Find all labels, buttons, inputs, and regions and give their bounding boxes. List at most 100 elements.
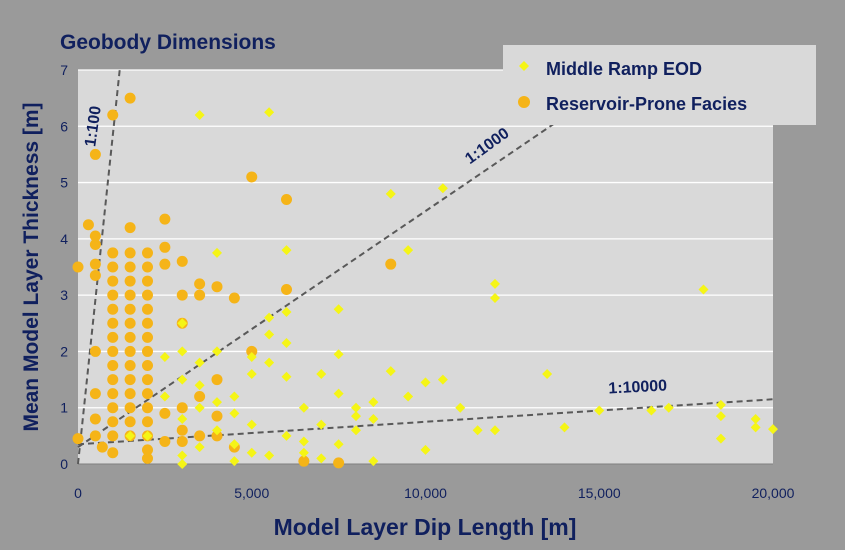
- data-point-reservoir-prone-facies: [142, 402, 153, 414]
- data-point-reservoir-prone-facies: [124, 374, 136, 386]
- data-point-reservoir-prone-facies: [124, 331, 136, 343]
- data-point-middle-ramp-eod: [385, 366, 396, 377]
- data-point-reservoir-prone-facies: [159, 213, 171, 225]
- data-point-reservoir-prone-facies: [124, 275, 136, 287]
- data-point-reservoir-prone-facies: [142, 360, 153, 371]
- data-point-middle-ramp-eod: [715, 411, 726, 422]
- legend-label-reservoir-prone-facies: Reservoir-Prone Facies: [546, 94, 747, 114]
- data-point-reservoir-prone-facies: [142, 444, 153, 456]
- y-tick-label: 6: [60, 118, 68, 134]
- data-point-reservoir-prone-facies: [107, 402, 119, 414]
- data-point-reservoir-prone-facies: [107, 331, 119, 343]
- data-point-reservoir-prone-facies: [124, 303, 136, 315]
- reference-line-label: 1:10000: [608, 377, 668, 397]
- data-point-middle-ramp-eod: [420, 444, 431, 455]
- data-point-middle-ramp-eod: [229, 391, 240, 402]
- y-tick-label: 5: [60, 175, 68, 191]
- data-point-middle-ramp-eod: [229, 408, 240, 419]
- reference-line: [77, 398, 774, 446]
- data-point-reservoir-prone-facies: [107, 289, 119, 301]
- data-point-middle-ramp-eod: [698, 284, 709, 295]
- data-point-reservoir-prone-facies: [211, 430, 223, 442]
- data-point-middle-ramp-eod: [768, 424, 778, 435]
- data-point-reservoir-prone-facies: [124, 360, 136, 371]
- data-point-middle-ramp-eod: [212, 346, 222, 357]
- data-point-middle-ramp-eod: [194, 110, 205, 121]
- x-tick-label: 5,000: [234, 485, 269, 501]
- data-point-middle-ramp-eod: [403, 245, 414, 256]
- data-point-middle-ramp-eod: [281, 245, 292, 256]
- data-point-middle-ramp-eod: [368, 397, 379, 408]
- data-point-reservoir-prone-facies: [194, 390, 206, 402]
- y-tick-label: 1: [60, 400, 68, 416]
- data-point-reservoir-prone-facies: [176, 424, 188, 436]
- reference-line: [77, 80, 618, 448]
- data-point-middle-ramp-eod: [368, 456, 379, 467]
- data-point-reservoir-prone-facies: [107, 303, 119, 315]
- data-point-middle-ramp-eod: [351, 425, 361, 436]
- data-point-middle-ramp-eod: [177, 459, 188, 469]
- data-point-middle-ramp-eod: [715, 399, 726, 410]
- data-point-reservoir-prone-facies: [124, 222, 136, 234]
- data-point-reservoir-prone-facies: [89, 238, 101, 250]
- data-point-reservoir-prone-facies: [142, 331, 153, 343]
- data-point-middle-ramp-eod: [177, 413, 188, 424]
- data-point-middle-ramp-eod: [490, 425, 500, 436]
- data-point-reservoir-prone-facies: [385, 258, 397, 270]
- data-point-reservoir-prone-facies: [142, 303, 153, 315]
- x-tick-label: 10,000: [404, 485, 447, 501]
- data-point-middle-ramp-eod: [281, 371, 292, 382]
- data-point-middle-ramp-eod: [246, 419, 257, 430]
- data-point-reservoir-prone-facies: [124, 92, 136, 104]
- data-point-middle-ramp-eod: [246, 368, 257, 379]
- data-point-middle-ramp-eod: [212, 247, 222, 258]
- x-tick-label: 0: [74, 485, 82, 501]
- data-point-reservoir-prone-facies: [142, 317, 153, 329]
- reference-line-label: 1:100: [82, 105, 105, 148]
- data-point-reservoir-prone-facies: [228, 292, 240, 304]
- data-point-reservoir-prone-facies: [194, 430, 206, 442]
- y-tick-label: 2: [60, 343, 68, 359]
- data-point-reservoir-prone-facies: [107, 447, 119, 459]
- data-point-middle-ramp-eod: [351, 402, 361, 413]
- data-point-middle-ramp-eod: [229, 456, 240, 467]
- data-point-middle-ramp-eod: [455, 402, 466, 413]
- data-point-middle-ramp-eod: [351, 411, 361, 422]
- data-point-reservoir-prone-facies: [246, 345, 258, 357]
- data-point-reservoir-prone-facies: [281, 284, 292, 296]
- data-point-reservoir-prone-facies: [107, 374, 119, 386]
- data-point-reservoir-prone-facies: [107, 275, 119, 287]
- data-point-middle-ramp-eod: [177, 450, 188, 461]
- data-point-middle-ramp-eod: [264, 450, 275, 461]
- data-point-reservoir-prone-facies: [107, 261, 119, 273]
- x-axis-ticks: 0 5,000 10,000 15,000 20,000: [74, 485, 795, 501]
- data-point-middle-ramp-eod: [490, 292, 500, 303]
- data-point-reservoir-prone-facies: [107, 360, 119, 371]
- data-point-middle-ramp-eod: [559, 422, 570, 433]
- data-point-middle-ramp-eod: [403, 391, 414, 402]
- data-point-middle-ramp-eod: [298, 402, 309, 413]
- data-point-reservoir-prone-facies: [107, 416, 119, 428]
- data-point-reservoir-prone-facies: [246, 171, 258, 183]
- data-point-reservoir-prone-facies: [176, 435, 188, 447]
- data-point-middle-ramp-eod: [177, 346, 188, 357]
- data-point-reservoir-prone-facies: [96, 441, 108, 453]
- data-point-middle-ramp-eod: [194, 380, 205, 391]
- data-point-middle-ramp-eod: [420, 377, 431, 388]
- data-point-middle-ramp-eod: [333, 388, 344, 399]
- data-point-middle-ramp-eod: [159, 391, 170, 402]
- data-point-middle-ramp-eod: [281, 307, 292, 318]
- data-point-reservoir-prone-facies: [107, 247, 119, 259]
- data-point-reservoir-prone-facies: [194, 278, 206, 290]
- x-tick-label: 20,000: [752, 485, 795, 501]
- data-point-reservoir-prone-facies: [142, 289, 153, 301]
- data-point-reservoir-prone-facies: [107, 388, 119, 400]
- data-point-middle-ramp-eod: [125, 430, 136, 441]
- data-point-reservoir-prone-facies: [159, 258, 171, 270]
- data-point-middle-ramp-eod: [437, 183, 448, 194]
- data-point-middle-ramp-eod: [264, 107, 275, 118]
- data-point-reservoir-prone-facies: [333, 457, 345, 469]
- legend-marker-middle-ramp-eod: [519, 61, 529, 71]
- data-point-reservoir-prone-facies: [159, 241, 171, 253]
